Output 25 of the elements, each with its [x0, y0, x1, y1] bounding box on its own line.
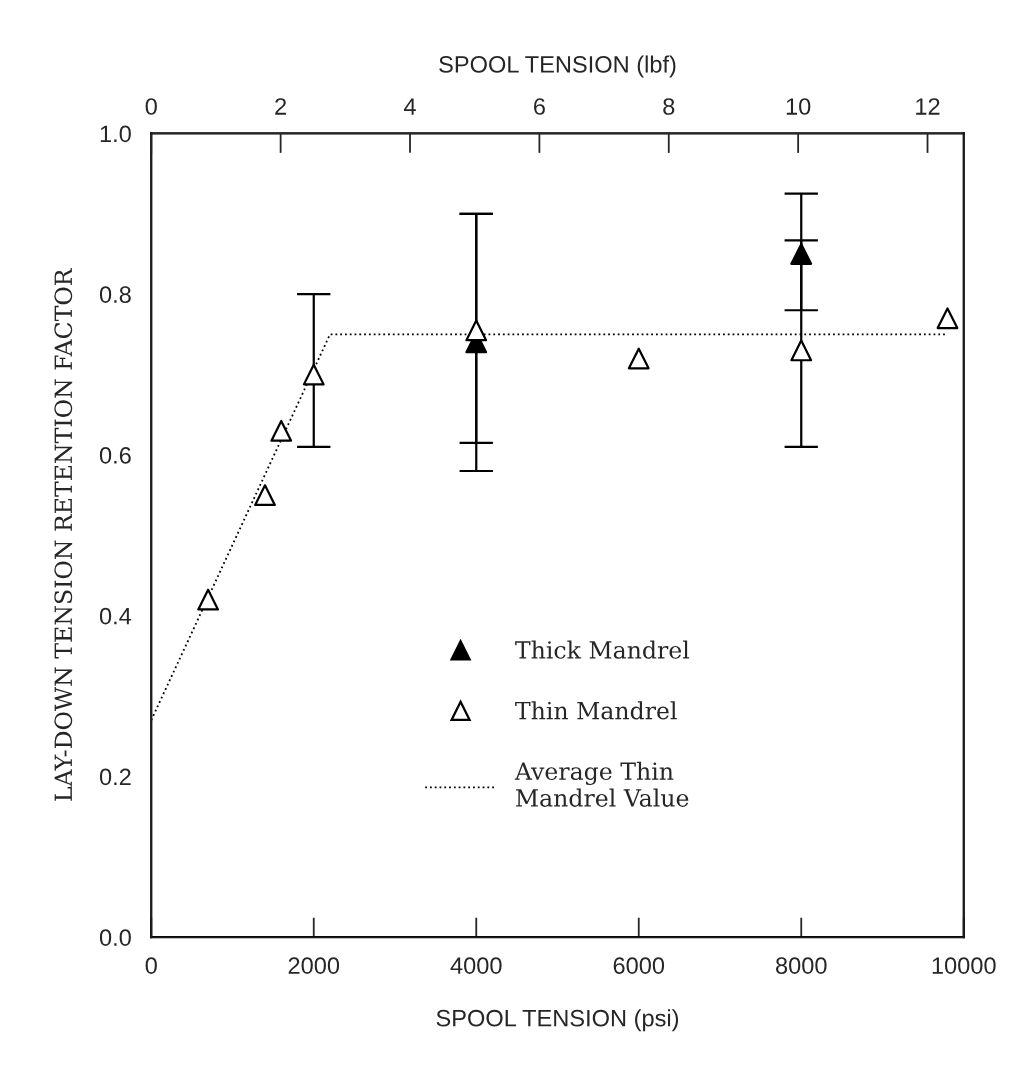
x-tick-label: 2000 [288, 957, 340, 974]
y-axis-title: LAY-DOWN TENSION RETENTION FACTOR [54, 267, 73, 801]
y-tick-label: 0.8 [99, 286, 131, 303]
y-tick-label: 0.6 [99, 447, 131, 464]
x-tick-label: 6000 [613, 957, 665, 974]
y-tick-label: 0.2 [99, 768, 131, 786]
legend-label: Thin Mandrel [515, 701, 677, 720]
x2-axis-title: SPOOL TENSION (lbf) [439, 55, 676, 78]
x-tick-label: 0 [145, 957, 157, 974]
x-axis-title: SPOOL TENSION (psi) [436, 1009, 679, 1032]
x2-tick-label: 12 [916, 98, 940, 115]
x2-tick-label: 4 [403, 98, 416, 115]
x2-tick-label: 8 [663, 98, 675, 115]
y-tick-label: 0.4 [99, 607, 132, 625]
x2-tick-label: 0 [145, 98, 157, 115]
y-tick-label: 1.0 [100, 125, 131, 143]
x2-tick-label: 10 [786, 98, 811, 115]
x-tick-label: 8000 [776, 957, 827, 974]
x-tick-label: 10000 [932, 957, 996, 974]
x-tick-label: 4000 [450, 957, 502, 974]
y-tick-label: 0.0 [99, 929, 131, 946]
legend-label: Thick Mandrel [515, 640, 690, 659]
x2-tick-label: 2 [275, 98, 287, 115]
legend-label: Average Thin Mandrel Value [514, 761, 689, 807]
x2-tick-label: 6 [534, 98, 545, 115]
